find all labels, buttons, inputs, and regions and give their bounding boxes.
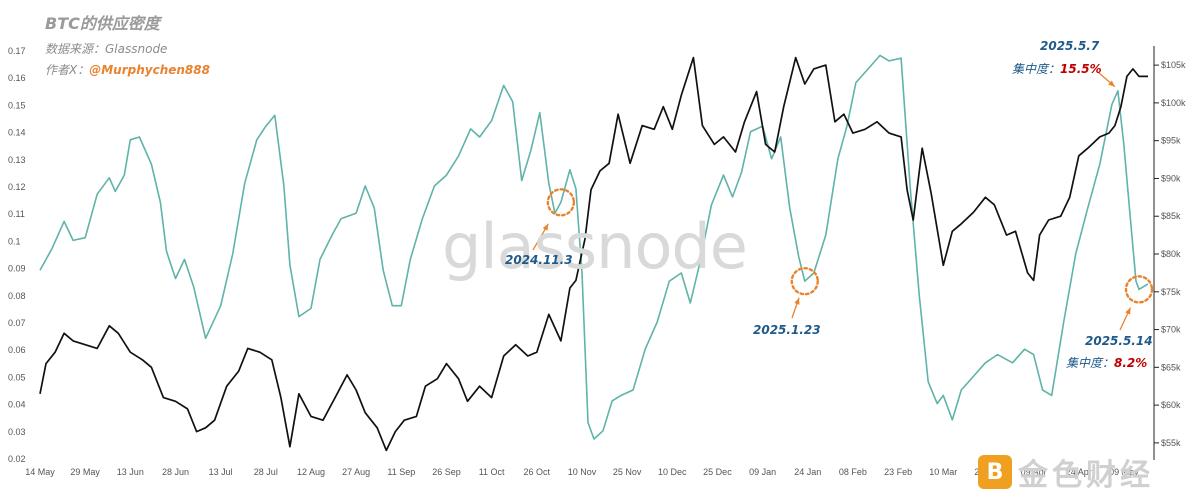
x-axis-tick-label: 28 Jun <box>162 467 189 477</box>
x-axis-tick-label: 10 Dec <box>658 467 687 477</box>
right-axis-tick-label: $105k <box>1161 60 1186 70</box>
marker-2025-1-23-arrowhead <box>794 297 800 305</box>
x-axis-tick-label: 10 Nov <box>568 467 597 477</box>
logo-mark-icon: B <box>978 455 1012 489</box>
data-source: 数据来源：Glassnode <box>45 42 168 56</box>
right-axis-tick-label: $100k <box>1161 98 1186 108</box>
x-axis-tick-label: 26 Sep <box>432 467 461 477</box>
supply-density-line <box>39 54 1149 440</box>
left-axis-tick-label: 0.03 <box>8 427 26 437</box>
x-axis-tick-label: 25 Dec <box>703 467 732 477</box>
right-axis-tick-label: $80k <box>1161 249 1181 259</box>
marker-2025-1-23 <box>790 267 819 296</box>
left-axis-tick-label: 0.16 <box>8 73 26 83</box>
left-axis-tick-label: 0.06 <box>8 345 26 355</box>
left-axis-tick-label: 0.14 <box>8 128 26 138</box>
left-axis-tick-label: 0.1 <box>8 236 21 246</box>
x-axis-tick-label: 13 Jun <box>117 467 144 477</box>
x-axis-tick-label: 09 May <box>1109 467 1139 477</box>
marker-2025-5-14 <box>1124 275 1154 304</box>
left-axis-tick-label: 0.15 <box>8 100 26 110</box>
left-axis-tick-label: 0.13 <box>8 155 26 165</box>
marker-2024-11-3-arrowhead <box>542 223 549 231</box>
left-axis-tick-label: 0.17 <box>8 46 26 56</box>
chart-title: BTC的供应密度 <box>45 14 160 33</box>
x-axis-tick-label: 08 Feb <box>839 467 867 477</box>
x-axis-tick-label: 23 Feb <box>884 467 912 477</box>
x-axis-tick-label: 24 Jan <box>794 467 821 477</box>
logo-text: 金色财经 <box>1018 458 1154 493</box>
left-axis-tick-label: 0.02 <box>8 454 26 464</box>
annotation-concentration-2025-5-7: 集中度：15.5% <box>1012 60 1102 77</box>
right-axis-tick-label: $95k <box>1161 136 1181 146</box>
jinse-logo: B 金色财经 <box>978 450 1154 494</box>
author-handle: @Murphychen888 <box>89 63 210 77</box>
x-axis-tick-label: 11 Sep <box>387 467 415 477</box>
left-axis-tick-label: 0.11 <box>8 209 25 219</box>
btc-price-line <box>39 56 1148 452</box>
annotation-concentration-2025-5-14: 集中度：8.2% <box>1066 354 1147 371</box>
x-axis-tick-label: 09 Jan <box>749 467 776 477</box>
left-axis-tick-label: 0.07 <box>8 318 26 328</box>
left-axis-tick-label: 0.09 <box>8 264 26 274</box>
annotation-date-2025-5-14: 2025.5.14 <box>1085 334 1153 348</box>
marker-2025-5-7-arrowhead <box>1108 80 1115 87</box>
right-axis-tick-label: $70k <box>1161 325 1181 335</box>
x-axis-tick-label: 26 Oct <box>524 467 551 477</box>
right-axis-tick-label: $90k <box>1161 173 1181 183</box>
marker-2025-5-14-arrowhead <box>1125 307 1131 315</box>
concentration-label: 集中度： <box>1012 62 1061 76</box>
right-axis-tick-label: $75k <box>1161 287 1181 297</box>
left-axis-tick-label: 0.08 <box>8 291 26 301</box>
x-axis-tick-label: 12 Aug <box>297 467 325 477</box>
x-axis-tick-label: 29 May <box>70 467 100 477</box>
left-axis-tick-label: 0.05 <box>8 372 26 382</box>
x-axis-tick-label: 13 Jul <box>209 467 233 477</box>
annotation-date-2025-1-23: 2025.1.23 <box>753 323 821 337</box>
x-axis-tick-label: 28 Jul <box>254 467 278 477</box>
x-axis-tick-label: 24 Apr <box>1066 467 1092 477</box>
x-axis-tick-label: 14 May <box>25 467 55 477</box>
annotation-date-2025-5-7: 2025.5.7 <box>1040 39 1100 53</box>
x-axis-tick-label: 27 Aug <box>342 467 370 477</box>
author-prefix: 作者X： <box>45 63 90 77</box>
right-axis-tick-label: $85k <box>1161 211 1181 221</box>
concentration-label: 集中度： <box>1066 356 1115 370</box>
right-axis-tick-label: $55k <box>1161 438 1181 448</box>
author-line: 作者X：@Murphychen888 <box>45 61 210 78</box>
right-axis-tick-label: $60k <box>1161 400 1181 410</box>
x-axis-tick-label: 25 Nov <box>613 467 642 477</box>
x-axis-tick-label: 09 Apr <box>1021 467 1047 477</box>
watermark: glassnode <box>442 210 748 283</box>
marker-2024-11-3 <box>546 188 576 217</box>
concentration-value: 15.5% <box>1060 62 1102 76</box>
right-axis-tick-label: $65k <box>1161 362 1181 372</box>
annotation-date-2024-11-3: 2024.11.3 <box>505 253 573 267</box>
concentration-value: 8.2% <box>1114 356 1148 370</box>
left-axis-tick-label: 0.04 <box>8 400 26 410</box>
x-axis-tick-label: 11 Oct <box>479 467 505 477</box>
left-axis-tick-label: 0.12 <box>8 182 26 192</box>
x-axis-tick-label: 10 Mar <box>929 467 957 477</box>
